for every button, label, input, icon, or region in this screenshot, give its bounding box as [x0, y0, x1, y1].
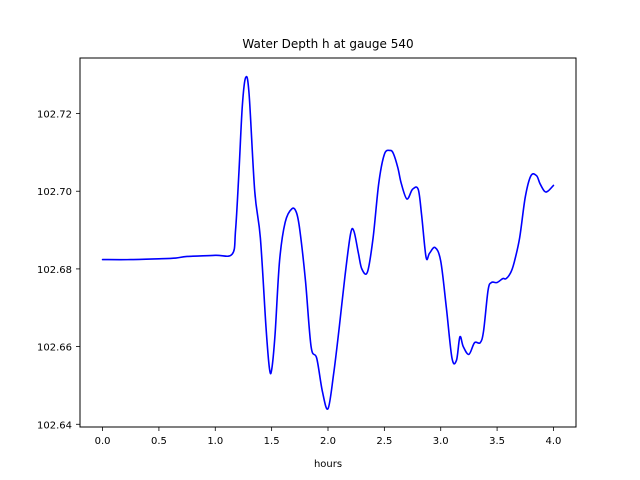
y-tick-label: 102.70	[37, 187, 72, 198]
y-tick-label: 102.72	[37, 110, 72, 121]
x-tick-label: 0.5	[151, 436, 167, 447]
x-tick-label: 3.0	[433, 436, 449, 447]
series-line-0	[101, 75, 555, 410]
chart-title: Water Depth h at gauge 540	[242, 37, 413, 51]
x-tick-label: 1.5	[264, 436, 280, 447]
x-tick-label: 2.0	[320, 436, 336, 447]
y-tick-label: 102.66	[37, 343, 72, 354]
x-tick-label: 0.0	[95, 436, 111, 447]
y-tick-label: 102.68	[37, 265, 72, 276]
x-tick-label: 1.0	[207, 436, 223, 447]
x-axis-label: hours	[314, 459, 342, 470]
x-tick-label: 4.0	[546, 436, 562, 447]
x-tick-label: 2.5	[376, 436, 392, 447]
y-tick-label: 102.64	[37, 420, 72, 431]
x-tick-label: 3.5	[489, 436, 505, 447]
